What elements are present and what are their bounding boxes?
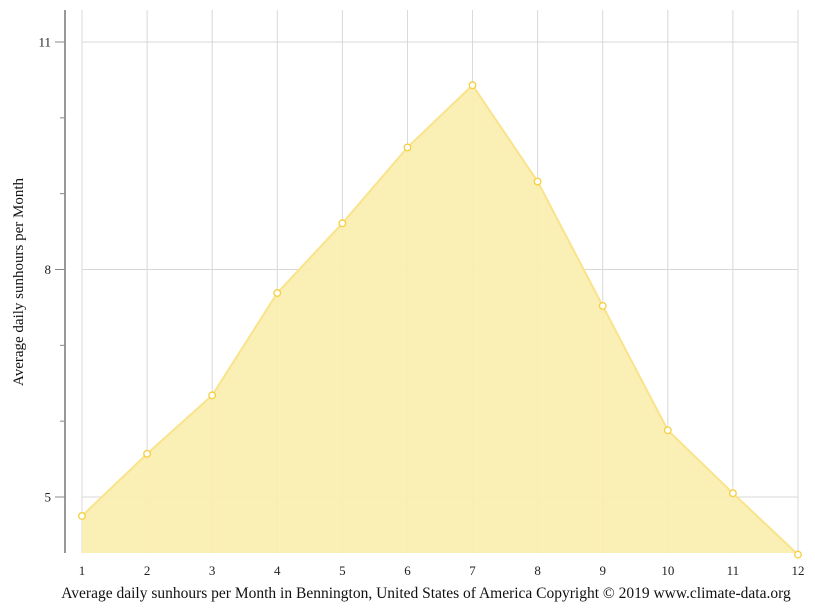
y-tick-label: 8 bbox=[45, 262, 52, 277]
data-point-markers bbox=[78, 81, 802, 559]
x-tick-label: 8 bbox=[534, 563, 541, 578]
data-point-month-5 bbox=[338, 219, 347, 228]
y-tick-label: 5 bbox=[45, 490, 52, 505]
x-tick-label: 7 bbox=[469, 563, 476, 578]
x-tick-label: 6 bbox=[404, 563, 411, 578]
data-point-month-1 bbox=[78, 512, 86, 520]
sunhours-area-fill bbox=[82, 85, 798, 555]
y-axis-ticks: 5 8 11 bbox=[38, 35, 65, 505]
x-axis-tick-labels: 1 2 3 4 5 6 7 8 9 10 11 12 bbox=[79, 563, 805, 578]
sunhours-line bbox=[81, 83, 799, 556]
x-tick-label: 1 bbox=[79, 563, 86, 578]
data-point-month-11 bbox=[728, 489, 737, 498]
y-axis-title: Average daily sunhours per Month bbox=[11, 178, 27, 387]
x-tick-label: 2 bbox=[144, 563, 151, 578]
data-point-month-8 bbox=[533, 177, 542, 186]
x-tick-label: 12 bbox=[792, 563, 805, 578]
data-point-month-6 bbox=[403, 143, 412, 152]
y-tick-label: 11 bbox=[38, 35, 51, 50]
x-tick-label: 11 bbox=[727, 563, 740, 578]
x-tick-label: 4 bbox=[274, 563, 281, 578]
x-tick-label: 9 bbox=[599, 563, 606, 578]
x-tick-label: 10 bbox=[661, 563, 674, 578]
data-point-month-2 bbox=[143, 449, 152, 458]
data-point-month-12 bbox=[794, 550, 802, 559]
x-tick-label: 5 bbox=[339, 563, 346, 578]
data-point-month-3 bbox=[208, 391, 217, 400]
data-point-month-10 bbox=[663, 426, 672, 435]
data-point-month-4 bbox=[273, 289, 282, 297]
data-point-month-9 bbox=[598, 301, 607, 310]
chart-caption: Average daily sunhours per Month in Benn… bbox=[61, 585, 791, 602]
data-point-month-7 bbox=[468, 81, 477, 90]
x-tick-label: 3 bbox=[209, 563, 216, 578]
